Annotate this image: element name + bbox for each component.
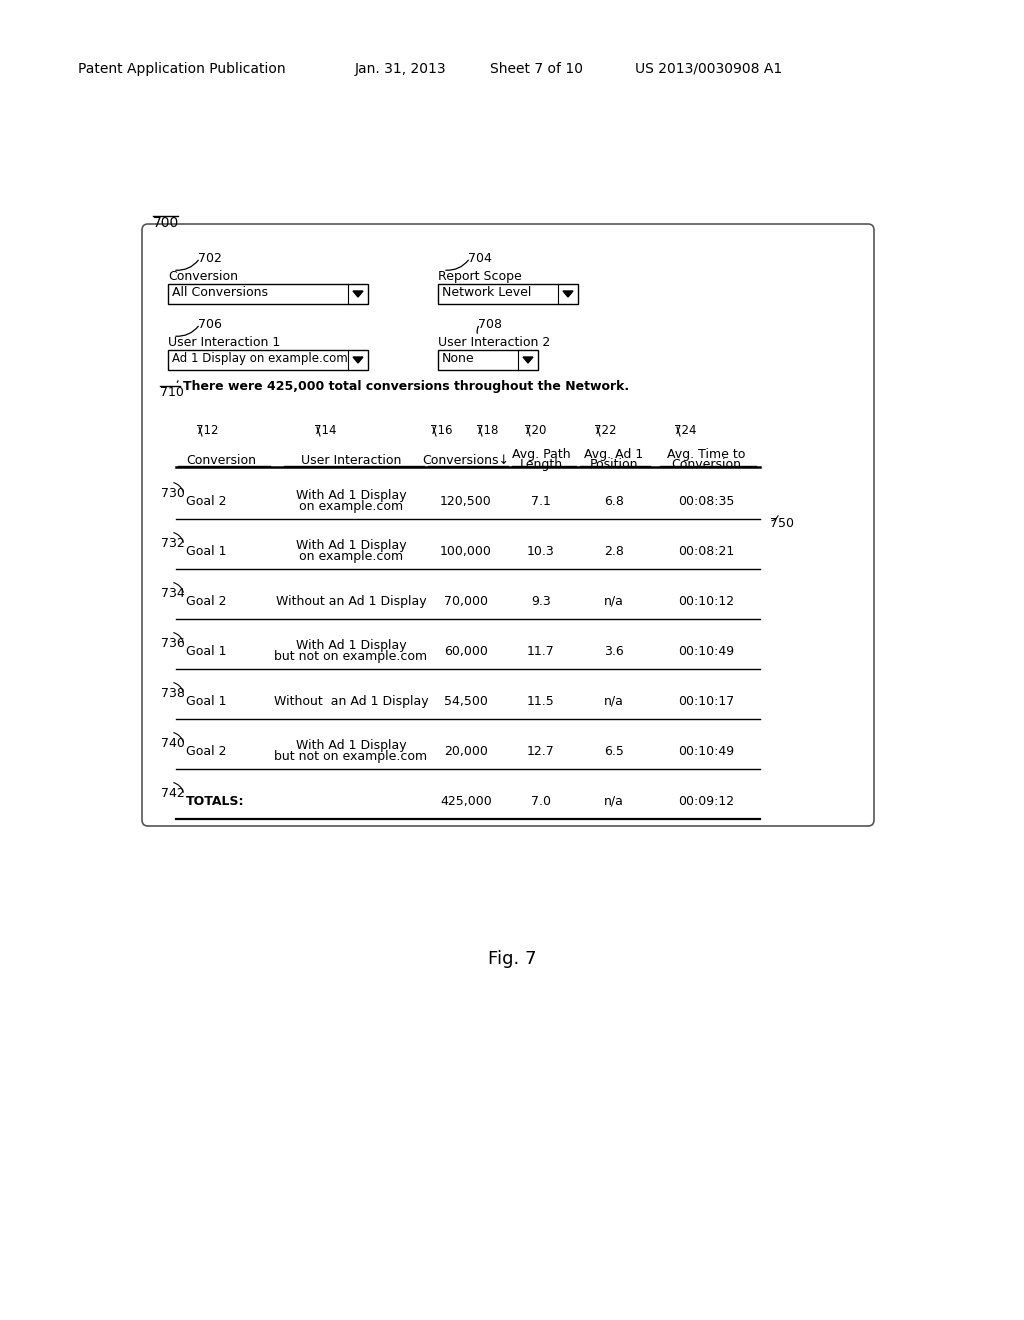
Text: 722: 722 — [594, 424, 616, 437]
Text: 00:10:49: 00:10:49 — [678, 645, 734, 657]
Text: 54,500: 54,500 — [444, 696, 488, 708]
Text: There were 425,000 total conversions throughout the Network.: There were 425,000 total conversions thr… — [183, 380, 629, 393]
Text: 704: 704 — [468, 252, 492, 265]
Text: 706: 706 — [198, 318, 222, 331]
Text: Position: Position — [590, 458, 638, 471]
Text: 00:08:35: 00:08:35 — [678, 495, 734, 508]
Bar — [168, 284, 368, 304]
Bar — [438, 350, 538, 370]
Text: 20,000: 20,000 — [444, 744, 488, 758]
Text: but not on example.com: but not on example.com — [274, 649, 428, 663]
Text: 00:10:17: 00:10:17 — [678, 696, 734, 708]
Text: Conversion: Conversion — [186, 454, 256, 467]
Text: Length: Length — [519, 458, 562, 471]
Text: but not on example.com: but not on example.com — [274, 750, 428, 763]
Text: 710: 710 — [160, 385, 184, 399]
Text: 425,000: 425,000 — [440, 795, 492, 808]
Text: 702: 702 — [198, 252, 222, 265]
Text: 6.8: 6.8 — [604, 495, 624, 508]
Text: US 2013/0030908 A1: US 2013/0030908 A1 — [635, 62, 782, 77]
Text: Report Scope: Report Scope — [438, 271, 522, 282]
Text: 9.3: 9.3 — [531, 595, 551, 609]
Text: 750: 750 — [770, 517, 794, 531]
Text: 60,000: 60,000 — [444, 645, 488, 657]
Text: Fig. 7: Fig. 7 — [487, 950, 537, 968]
Polygon shape — [563, 290, 573, 297]
Text: All Conversions: All Conversions — [172, 286, 268, 300]
Text: n/a: n/a — [604, 696, 624, 708]
Text: None: None — [442, 352, 475, 366]
Text: With Ad 1 Display: With Ad 1 Display — [296, 539, 407, 552]
Text: Goal 1: Goal 1 — [186, 645, 226, 657]
Text: With Ad 1 Display: With Ad 1 Display — [296, 739, 407, 752]
Text: Avg. Time to: Avg. Time to — [667, 447, 745, 461]
Text: Without  an Ad 1 Display: Without an Ad 1 Display — [273, 696, 428, 708]
Text: With Ad 1 Display: With Ad 1 Display — [296, 488, 407, 502]
Text: n/a: n/a — [604, 595, 624, 609]
Text: Avg. Path: Avg. Path — [512, 447, 570, 461]
Text: 732: 732 — [161, 537, 184, 550]
Text: 708: 708 — [478, 318, 502, 331]
Text: 7.0: 7.0 — [531, 795, 551, 808]
Text: Conversion: Conversion — [671, 458, 741, 471]
Text: 120,500: 120,500 — [440, 495, 492, 508]
FancyBboxPatch shape — [142, 224, 874, 826]
Text: 2.8: 2.8 — [604, 545, 624, 558]
Text: Goal 1: Goal 1 — [186, 545, 226, 558]
Text: Ad 1 Display on example.com: Ad 1 Display on example.com — [172, 352, 348, 366]
Text: User Interaction: User Interaction — [301, 454, 401, 467]
Polygon shape — [353, 356, 362, 363]
Text: 6.5: 6.5 — [604, 744, 624, 758]
Text: Conversions↓: Conversions↓ — [423, 454, 510, 467]
Text: 700: 700 — [153, 216, 179, 230]
Text: 00:08:21: 00:08:21 — [678, 545, 734, 558]
Text: Network Level: Network Level — [442, 286, 531, 300]
Text: 740: 740 — [161, 737, 185, 750]
Text: n/a: n/a — [604, 795, 624, 808]
Text: 720: 720 — [524, 424, 547, 437]
Text: Patent Application Publication: Patent Application Publication — [78, 62, 286, 77]
Polygon shape — [523, 356, 534, 363]
Text: 730: 730 — [161, 487, 185, 500]
Text: Avg. Ad 1: Avg. Ad 1 — [585, 447, 644, 461]
Text: Goal 2: Goal 2 — [186, 495, 226, 508]
Text: 100,000: 100,000 — [440, 545, 492, 558]
Bar — [438, 284, 578, 304]
Text: 11.5: 11.5 — [527, 696, 555, 708]
Text: TOTALS:: TOTALS: — [186, 795, 245, 808]
Text: Jan. 31, 2013: Jan. 31, 2013 — [355, 62, 446, 77]
Text: Goal 1: Goal 1 — [186, 696, 226, 708]
Text: 738: 738 — [161, 686, 185, 700]
Text: 00:10:49: 00:10:49 — [678, 744, 734, 758]
Text: 11.7: 11.7 — [527, 645, 555, 657]
Polygon shape — [353, 290, 362, 297]
Text: Sheet 7 of 10: Sheet 7 of 10 — [490, 62, 583, 77]
Text: 00:10:12: 00:10:12 — [678, 595, 734, 609]
Text: 712: 712 — [196, 424, 218, 437]
Text: User Interaction 1: User Interaction 1 — [168, 337, 281, 348]
Text: 3.6: 3.6 — [604, 645, 624, 657]
Text: on example.com: on example.com — [299, 500, 403, 513]
Text: User Interaction 2: User Interaction 2 — [438, 337, 550, 348]
Text: 718: 718 — [476, 424, 499, 437]
Text: 714: 714 — [314, 424, 337, 437]
Text: 10.3: 10.3 — [527, 545, 555, 558]
Text: 734: 734 — [161, 587, 184, 601]
Text: 742: 742 — [161, 787, 184, 800]
Text: on example.com: on example.com — [299, 550, 403, 564]
Text: 716: 716 — [430, 424, 453, 437]
Bar — [168, 350, 368, 370]
Text: Goal 2: Goal 2 — [186, 595, 226, 609]
Text: Goal 2: Goal 2 — [186, 744, 226, 758]
Text: Conversion: Conversion — [168, 271, 238, 282]
Text: 724: 724 — [674, 424, 696, 437]
Text: 12.7: 12.7 — [527, 744, 555, 758]
Text: 7.1: 7.1 — [531, 495, 551, 508]
Text: 70,000: 70,000 — [444, 595, 488, 609]
Text: 00:09:12: 00:09:12 — [678, 795, 734, 808]
Text: Without an Ad 1 Display: Without an Ad 1 Display — [275, 595, 426, 609]
Text: 736: 736 — [161, 638, 184, 649]
Text: With Ad 1 Display: With Ad 1 Display — [296, 639, 407, 652]
